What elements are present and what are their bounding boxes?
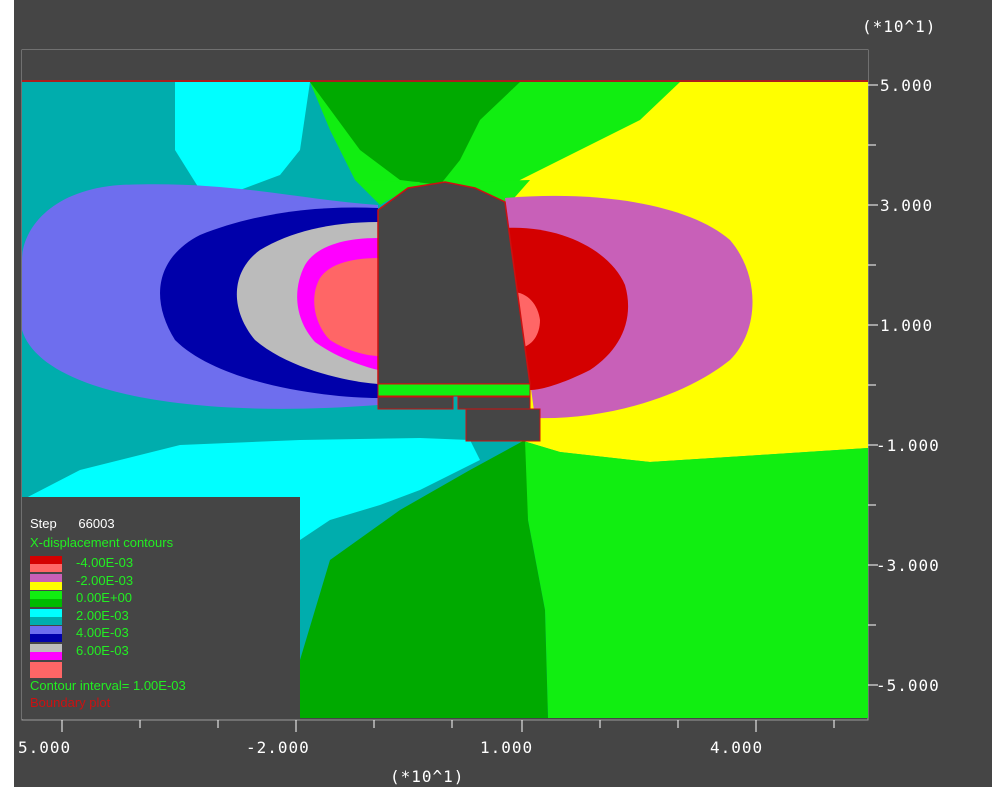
legend-swatch xyxy=(30,634,62,643)
y-tick-label: -5.000 xyxy=(876,676,940,695)
step-value: 66003 xyxy=(78,516,115,531)
contour-interval: Contour interval= 1.00E-03 xyxy=(30,678,186,693)
legend-value: 2.00E-03 xyxy=(76,607,129,623)
legend-entry xyxy=(30,661,290,679)
contour-region-green-dark-upper xyxy=(310,82,520,185)
y-tick-label: 1.000 xyxy=(880,316,934,335)
legend-entry: 4.00E-03 xyxy=(30,625,290,643)
plot-top-band xyxy=(22,50,868,82)
legend-swatch xyxy=(30,564,62,572)
x-axis-ticks xyxy=(61,720,835,732)
x-tick-label: 1.000 xyxy=(480,738,534,757)
legend-title: X-displacement contours xyxy=(30,535,174,550)
legend-swatch xyxy=(30,608,62,617)
structure-right-block xyxy=(457,396,531,410)
contour-region-cyan-upper xyxy=(175,82,310,190)
contour-region-green-lower-right xyxy=(520,440,868,718)
legend-entry: 6.00E-03 xyxy=(30,643,290,661)
structure-green-band xyxy=(377,383,531,397)
legend-value: -4.00E-03 xyxy=(76,555,134,570)
x-tick-label: 5.000 xyxy=(18,738,72,757)
legend-value: 0.00E+00 xyxy=(76,590,133,606)
y-tick-label: 3.000 xyxy=(880,196,934,215)
y-axis-multiplier: (*10^1) xyxy=(862,17,937,36)
legend-swatch xyxy=(30,644,62,652)
legend-swatch xyxy=(30,556,62,564)
x-tick-label: 4.000 xyxy=(710,738,764,757)
legend-swatch xyxy=(30,573,62,582)
legend-swatch xyxy=(30,616,62,625)
legend-swatch xyxy=(30,661,62,670)
y-axis-ticks xyxy=(868,84,878,686)
contour-region-salmon-left xyxy=(314,258,378,356)
contour-wedge-left xyxy=(355,180,420,205)
y-tick-label: -3.000 xyxy=(876,556,940,575)
legend-swatch xyxy=(30,626,62,635)
legend-entry: 2.00E-03 xyxy=(30,607,290,626)
legend-value: 4.00E-03 xyxy=(76,625,129,641)
step-label: Step xyxy=(30,516,57,531)
legend-panel: Step 66003 X-displacement contours -4.00… xyxy=(22,497,300,719)
x-tick-label: -2.000 xyxy=(246,738,310,757)
contour-region-red xyxy=(505,227,629,390)
legend-swatch xyxy=(30,581,62,590)
y-tick-label: -1.000 xyxy=(876,436,940,455)
y-tick-label: 5.000 xyxy=(880,76,934,95)
legend-swatch xyxy=(30,599,62,608)
legend-swatch xyxy=(30,652,62,660)
structure-foundation xyxy=(465,408,541,442)
contour-region-green-lower xyxy=(300,440,548,718)
legend-entry: 0.00E+00 xyxy=(30,590,290,608)
boundary-plot-label: Boundary plot xyxy=(30,695,111,710)
legend-value: 6.00E-03 xyxy=(76,643,129,658)
legend-entry: -2.00E-03 xyxy=(30,572,290,591)
structure-left-block xyxy=(377,396,454,410)
step-line: Step 66003 xyxy=(30,516,115,531)
legend-swatch xyxy=(30,591,62,600)
legend-entry: -4.00E-03 xyxy=(30,555,290,573)
x-axis-multiplier: (*10^1) xyxy=(390,767,465,786)
legend-swatch xyxy=(30,669,62,678)
legend-value: -2.00E-03 xyxy=(76,572,134,588)
contour-region-cyan-lower xyxy=(22,438,480,540)
